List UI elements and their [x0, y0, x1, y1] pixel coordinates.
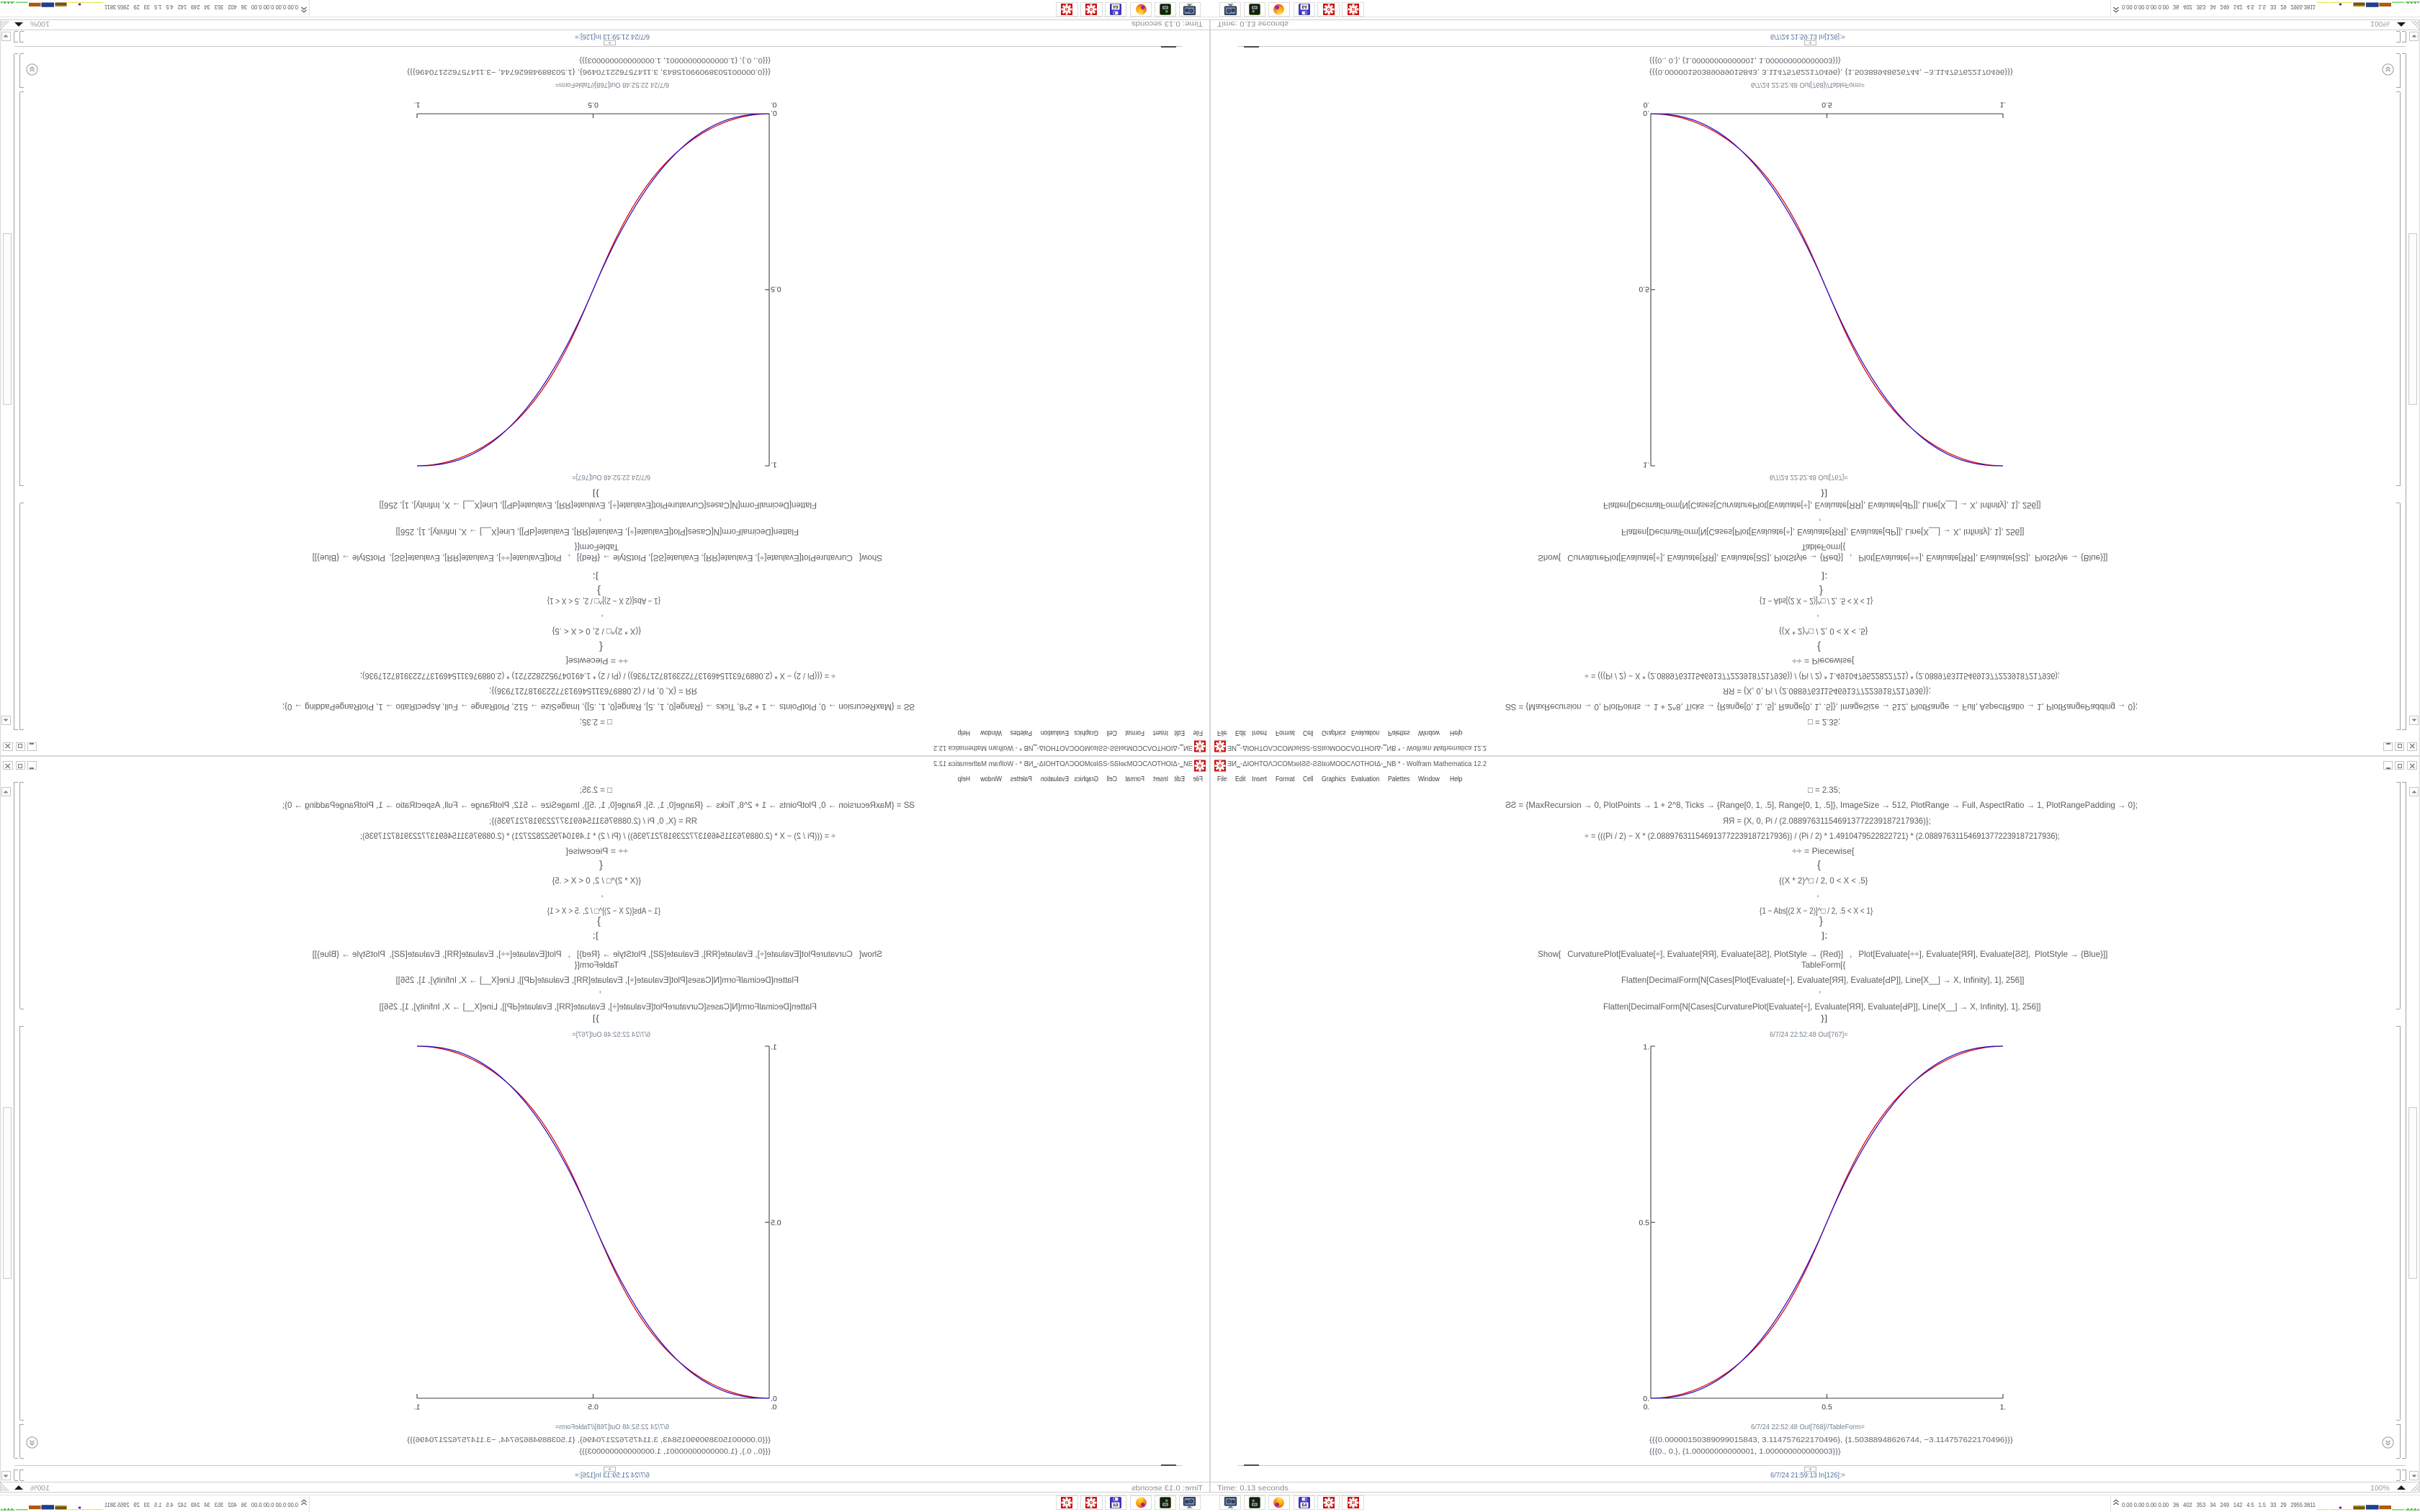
svg-text:0.5: 0.5 — [588, 101, 599, 109]
svg-text:1.: 1. — [1643, 461, 1649, 469]
svg-text:0.5: 0.5 — [1639, 285, 1649, 294]
svg-text:1.: 1. — [414, 101, 421, 109]
svg-text:64: 64 — [1113, 1503, 1119, 1508]
svg-text:1.: 1. — [2000, 1403, 2007, 1412]
svg-text:0.: 0. — [771, 109, 777, 117]
svg-text:0.: 0. — [771, 101, 777, 109]
svg-text:0.5: 0.5 — [1639, 1218, 1649, 1227]
svg-text:0.: 0. — [771, 1403, 777, 1412]
svg-text:0.5: 0.5 — [771, 1218, 781, 1227]
svg-text:1.: 1. — [771, 461, 777, 469]
svg-text:64: 64 — [1301, 1503, 1307, 1508]
svg-text:64: 64 — [1113, 4, 1119, 9]
svg-text:64: 64 — [1301, 4, 1307, 9]
svg-text:0.5: 0.5 — [771, 285, 781, 294]
svg-text:0.: 0. — [771, 1395, 777, 1403]
svg-text:0.: 0. — [1644, 1403, 1650, 1412]
svg-text:0.: 0. — [1643, 109, 1649, 117]
svg-text:0.: 0. — [1644, 101, 1650, 109]
svg-text:1.: 1. — [771, 1043, 777, 1051]
svg-text:0.5: 0.5 — [1821, 101, 1832, 109]
svg-text:1.: 1. — [2000, 101, 2007, 109]
svg-text:0.5: 0.5 — [588, 1403, 599, 1412]
svg-text:0.: 0. — [1643, 1395, 1649, 1403]
svg-text:1.: 1. — [1643, 1043, 1649, 1051]
svg-text:0.5: 0.5 — [1821, 1403, 1832, 1412]
svg-text:1.: 1. — [414, 1403, 421, 1412]
